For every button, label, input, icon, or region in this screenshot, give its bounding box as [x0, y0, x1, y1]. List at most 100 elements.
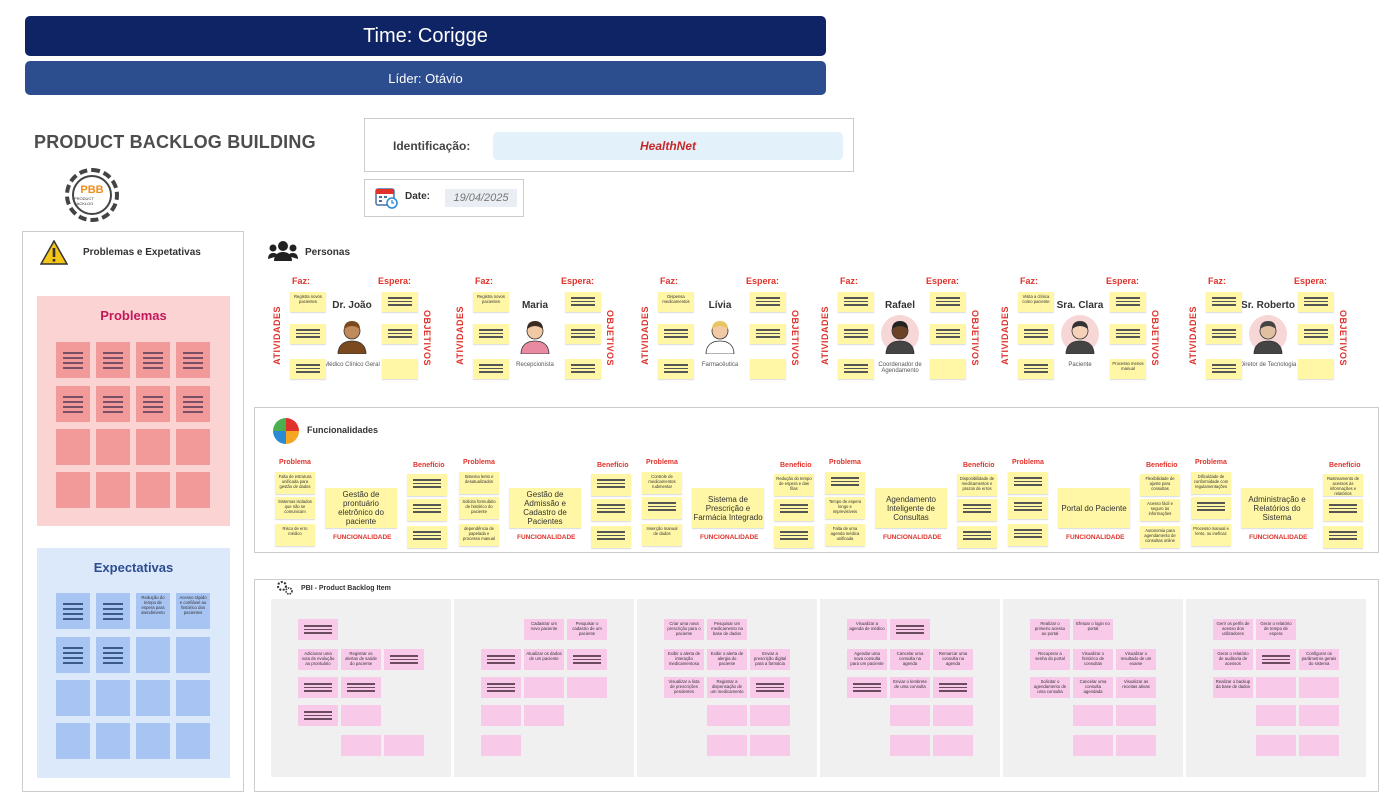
functionality-card[interactable]: Portal do Paciente	[1058, 488, 1130, 528]
pbi-note[interactable]: Realizar o primeiro acesso ao portal	[1030, 619, 1070, 640]
pbi-note[interactable]	[1299, 705, 1339, 726]
activity-note[interactable]	[473, 324, 509, 344]
problem-note[interactable]	[1008, 472, 1048, 494]
pbi-note[interactable]: Visualizar o histórico de consultas	[1073, 649, 1113, 670]
pbi-note[interactable]: Enviar o lembrete de uma consulta	[890, 677, 930, 698]
pbi-note[interactable]	[1116, 735, 1156, 756]
problem-note[interactable]	[136, 472, 170, 508]
goal-note[interactable]	[930, 324, 966, 344]
activity-note[interactable]: Registra novos pacientes	[473, 292, 509, 312]
functionality-card[interactable]: Gestão de Admissão e Cadastro de Pacient…	[509, 488, 581, 528]
problem-note[interactable]: Inserção manual de dados	[642, 524, 682, 546]
goal-note[interactable]	[1110, 292, 1146, 312]
activity-note[interactable]	[290, 359, 326, 379]
expectation-note[interactable]	[56, 637, 90, 673]
pbi-note[interactable]: Visualizar o resultado de um exame	[1116, 649, 1156, 670]
pbi-note[interactable]	[933, 705, 973, 726]
goal-note[interactable]	[1298, 359, 1334, 379]
pbi-note[interactable]	[847, 677, 887, 698]
benefit-note[interactable]	[407, 526, 447, 548]
expectation-note[interactable]	[136, 637, 170, 673]
expectation-note[interactable]	[176, 723, 210, 759]
activity-note[interactable]	[658, 359, 694, 379]
identification-field[interactable]: HealthNet	[493, 132, 843, 160]
pbi-note[interactable]: Agendar uma nova consulta para um pacien…	[847, 649, 887, 670]
activity-note[interactable]	[838, 292, 874, 312]
pbi-note[interactable]	[341, 705, 381, 726]
problem-note[interactable]: Risco de erro médico	[275, 524, 315, 546]
goal-note[interactable]	[565, 324, 601, 344]
pbi-note[interactable]: Registrar a dispensação de um medicament…	[707, 677, 747, 698]
problem-note[interactable]	[1008, 524, 1048, 546]
benefit-note[interactable]	[1323, 526, 1363, 548]
benefit-note[interactable]: Disponibilidade de medicamentos e prazos…	[957, 474, 997, 496]
benefit-note[interactable]	[591, 526, 631, 548]
goal-note[interactable]	[382, 292, 418, 312]
problem-note[interactable]	[96, 429, 130, 465]
pbi-note[interactable]: Exibir o alerta de interação medicamento…	[664, 649, 704, 670]
goal-note[interactable]	[565, 359, 601, 379]
pbi-note[interactable]: Atualizar os dados de um paciente	[524, 649, 564, 670]
pbi-note[interactable]	[341, 735, 381, 756]
expectation-note[interactable]	[96, 593, 130, 629]
problem-note[interactable]: Solicita formulário de histórico do paci…	[459, 497, 499, 519]
problem-note[interactable]: Sistemas isolados que não se comunicam	[275, 497, 315, 519]
pbi-note[interactable]	[933, 735, 973, 756]
benefit-note[interactable]	[407, 499, 447, 521]
pbi-note[interactable]	[1256, 649, 1296, 670]
problem-note[interactable]	[136, 386, 170, 422]
pbi-note[interactable]: Pesquisar o cadastro de um paciente	[567, 619, 607, 640]
problem-note[interactable]: Tempo de espera longo e imprevisíveis	[825, 497, 865, 519]
goal-note[interactable]	[750, 292, 786, 312]
problem-note[interactable]	[136, 342, 170, 378]
goal-note[interactable]	[565, 292, 601, 312]
problem-note[interactable]: Falta de estrutura unificada para gestão…	[275, 472, 315, 494]
pbi-note[interactable]	[1256, 705, 1296, 726]
pbi-note[interactable]	[481, 735, 521, 756]
problem-note[interactable]: dependência de papelada e processo manua…	[459, 524, 499, 546]
pbi-note[interactable]	[890, 735, 930, 756]
expectation-note[interactable]: Redução do tempo de espera para atendime…	[136, 593, 170, 629]
pbi-note[interactable]: Solicitar o agendamento de uma consulta	[1030, 677, 1070, 698]
expectation-note[interactable]	[176, 637, 210, 673]
pbi-note[interactable]: Enviar a prescrição digital para a farmá…	[750, 649, 790, 670]
problem-note[interactable]: Falta de uma agenda médica unificada	[825, 524, 865, 546]
problem-note[interactable]	[176, 429, 210, 465]
problem-note[interactable]	[96, 342, 130, 378]
pbi-note[interactable]	[384, 735, 424, 756]
pbi-note[interactable]: Registrar os alertas de saúde do pacient…	[341, 649, 381, 670]
benefit-note[interactable]	[957, 526, 997, 548]
benefit-note[interactable]: Rastreamento de acessos às informações e…	[1323, 474, 1363, 496]
pbi-note[interactable]	[707, 735, 747, 756]
goal-note[interactable]	[750, 359, 786, 379]
activity-note[interactable]: Dispensa medicamentos	[658, 292, 694, 312]
activity-note[interactable]	[838, 359, 874, 379]
pbi-note[interactable]	[524, 705, 564, 726]
pbi-note[interactable]: Gerar o relatório de auditoria de acesso…	[1213, 649, 1253, 670]
pbi-note[interactable]: Cancelar uma consulta na agenda	[890, 649, 930, 670]
activity-note[interactable]	[1018, 324, 1054, 344]
problem-note[interactable]	[176, 386, 210, 422]
benefit-note[interactable]: Flexibilidade de ajuste para consultas	[1140, 474, 1180, 496]
pbi-note[interactable]: Recuperar a senha do portal	[1030, 649, 1070, 670]
pbi-note[interactable]: Pesquisar um medicamento na base de dado…	[707, 619, 747, 640]
activity-note[interactable]	[658, 324, 694, 344]
functionality-card[interactable]: Administração e Relatórios do Sistema	[1241, 488, 1313, 528]
expectation-note[interactable]	[96, 680, 130, 716]
benefit-note[interactable]	[591, 499, 631, 521]
pbi-note[interactable]	[1073, 705, 1113, 726]
pbi-note[interactable]	[750, 677, 790, 698]
problem-note[interactable]	[136, 429, 170, 465]
pbi-note[interactable]: Criar uma nova prescrição para o pacient…	[664, 619, 704, 640]
problem-note[interactable]	[56, 386, 90, 422]
pbi-note[interactable]	[384, 649, 424, 670]
pbi-note[interactable]	[1299, 677, 1339, 698]
goal-note[interactable]	[1298, 324, 1334, 344]
goal-note[interactable]	[750, 324, 786, 344]
date-field[interactable]: 19/04/2025	[445, 189, 517, 207]
expectation-note[interactable]	[56, 593, 90, 629]
problem-note[interactable]	[642, 497, 682, 519]
pbi-note[interactable]: Gerar o relatório de tempo de espera	[1256, 619, 1296, 640]
activity-note[interactable]: Registra novos pacientes	[290, 292, 326, 312]
pbi-note[interactable]	[481, 649, 521, 670]
